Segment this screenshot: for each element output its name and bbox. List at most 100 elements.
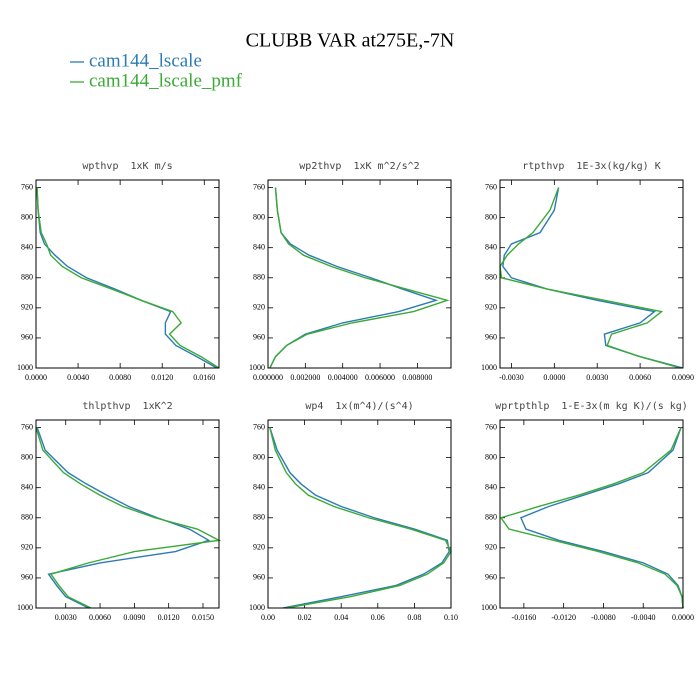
x-tick-label: 0.004000: [328, 373, 358, 382]
y-tick-label: 840: [485, 483, 497, 492]
legend-label: cam144_lscale_pmf: [89, 70, 243, 91]
x-tick-label: 0.04: [334, 613, 348, 622]
series-line: [36, 427, 211, 609]
series-line: [36, 187, 220, 369]
series-line: [499, 187, 681, 369]
x-tick-label: 0.0000: [672, 613, 694, 622]
x-tick-label: 0.0120: [158, 613, 180, 622]
x-tick-label: 0.0000: [25, 373, 47, 382]
panel-title: wpthvp 1xK m/s: [82, 161, 172, 172]
y-tick-label: 960: [485, 573, 497, 582]
y-tick-label: 880: [21, 513, 33, 522]
y-tick-label: 840: [253, 243, 265, 252]
y-tick-label: 1000: [481, 603, 497, 612]
y-tick-label: 920: [21, 543, 33, 552]
plot-frame: [499, 419, 684, 609]
y-tick-label: 800: [485, 452, 497, 461]
y-tick-label: 1000: [249, 363, 265, 372]
y-tick-label: 800: [21, 212, 33, 221]
x-tick-label: -0.0030: [499, 373, 524, 382]
x-tick-label: 0.0040: [67, 373, 89, 382]
y-tick-label: 920: [21, 303, 33, 312]
y-tick-label: 760: [21, 182, 33, 191]
x-tick-label: 0.06: [371, 613, 385, 622]
y-tick-label: 960: [253, 333, 265, 342]
y-tick-label: 800: [21, 452, 33, 461]
y-tick-label: 760: [253, 182, 265, 191]
x-tick-label: 0.006000: [365, 373, 395, 382]
x-tick-label: 0.0030: [586, 373, 608, 382]
series-line: [269, 427, 450, 609]
x-tick-label: 0.0090: [123, 613, 145, 622]
y-tick-label: 880: [485, 513, 497, 522]
x-tick-label: -0.0120: [551, 613, 576, 622]
x-tick-label: 0.0080: [109, 373, 131, 382]
panel-title: wp4 1x(m^4)/(s^4): [305, 401, 413, 412]
plot-frame: [267, 419, 452, 609]
series-line: [35, 427, 222, 609]
plot-frame: [499, 179, 684, 369]
y-tick-label: 800: [485, 212, 497, 221]
y-tick-label: 760: [21, 422, 33, 431]
y-tick-label: 760: [485, 182, 497, 191]
y-tick-label: 1000: [249, 603, 265, 612]
x-tick-label: 0.0120: [151, 373, 173, 382]
x-tick-label: 0.000000: [253, 373, 283, 382]
x-tick-label: 0.0090: [672, 373, 694, 382]
x-tick-label: 0.0160: [193, 373, 215, 382]
x-tick-label: 0.08: [407, 613, 421, 622]
y-tick-label: 840: [253, 483, 265, 492]
series-line: [499, 427, 684, 609]
y-tick-label: 960: [253, 573, 265, 582]
x-tick-label: 0.0150: [192, 613, 214, 622]
y-tick-label: 760: [253, 422, 265, 431]
y-tick-label: 1000: [17, 363, 33, 372]
x-tick-label: -0.0080: [591, 613, 616, 622]
plot-frame: [267, 179, 452, 369]
x-tick-label: 0.0060: [89, 613, 111, 622]
x-tick-label: 0.002000: [290, 373, 320, 382]
series-line: [36, 187, 218, 369]
y-tick-label: 880: [253, 513, 265, 522]
panel-title: wp2thvp 1xK m^2/s^2: [299, 161, 419, 172]
x-tick-label: 0.10: [444, 613, 458, 622]
x-tick-label: 0.008000: [402, 373, 432, 382]
series-line: [269, 187, 450, 369]
y-tick-label: 920: [253, 303, 265, 312]
y-tick-label: 960: [21, 333, 33, 342]
x-tick-label: -0.0040: [631, 613, 656, 622]
y-tick-label: 880: [253, 273, 265, 282]
x-tick-label: 0.02: [298, 613, 312, 622]
x-tick-label: 0.00: [261, 613, 275, 622]
plot-frame: [35, 419, 220, 609]
x-tick-label: 0.0060: [629, 373, 651, 382]
y-tick-label: 920: [253, 543, 265, 552]
y-tick-label: 840: [485, 243, 497, 252]
series-line: [519, 427, 684, 609]
panel-title: thlpthvp 1xK^2: [82, 401, 172, 412]
x-tick-label: 0.0030: [55, 613, 77, 622]
y-tick-label: 880: [485, 273, 497, 282]
y-tick-label: 920: [485, 543, 497, 552]
legend-label: cam144_lscale: [89, 50, 202, 71]
x-tick-label: 0.0000: [543, 373, 565, 382]
y-tick-label: 960: [21, 573, 33, 582]
series-line: [269, 427, 452, 609]
panel-title: wprtpthlp 1-E-3x(m kg K)/(s kg): [495, 401, 688, 412]
y-tick-label: 840: [21, 483, 33, 492]
chart-title: CLUBB VAR at275E,-7N: [246, 30, 455, 52]
y-tick-label: 800: [253, 452, 265, 461]
x-tick-label: -0.0160: [512, 613, 537, 622]
plot-frame: [35, 179, 220, 369]
y-tick-label: 1000: [481, 363, 497, 372]
y-tick-label: 800: [253, 212, 265, 221]
y-tick-label: 1000: [17, 603, 33, 612]
y-tick-label: 760: [485, 422, 497, 431]
y-tick-label: 920: [485, 303, 497, 312]
y-tick-label: 880: [21, 273, 33, 282]
panel-title: rtpthvp 1E-3x(kg/kg) K: [522, 161, 660, 172]
y-tick-label: 960: [485, 333, 497, 342]
y-tick-label: 840: [21, 243, 33, 252]
